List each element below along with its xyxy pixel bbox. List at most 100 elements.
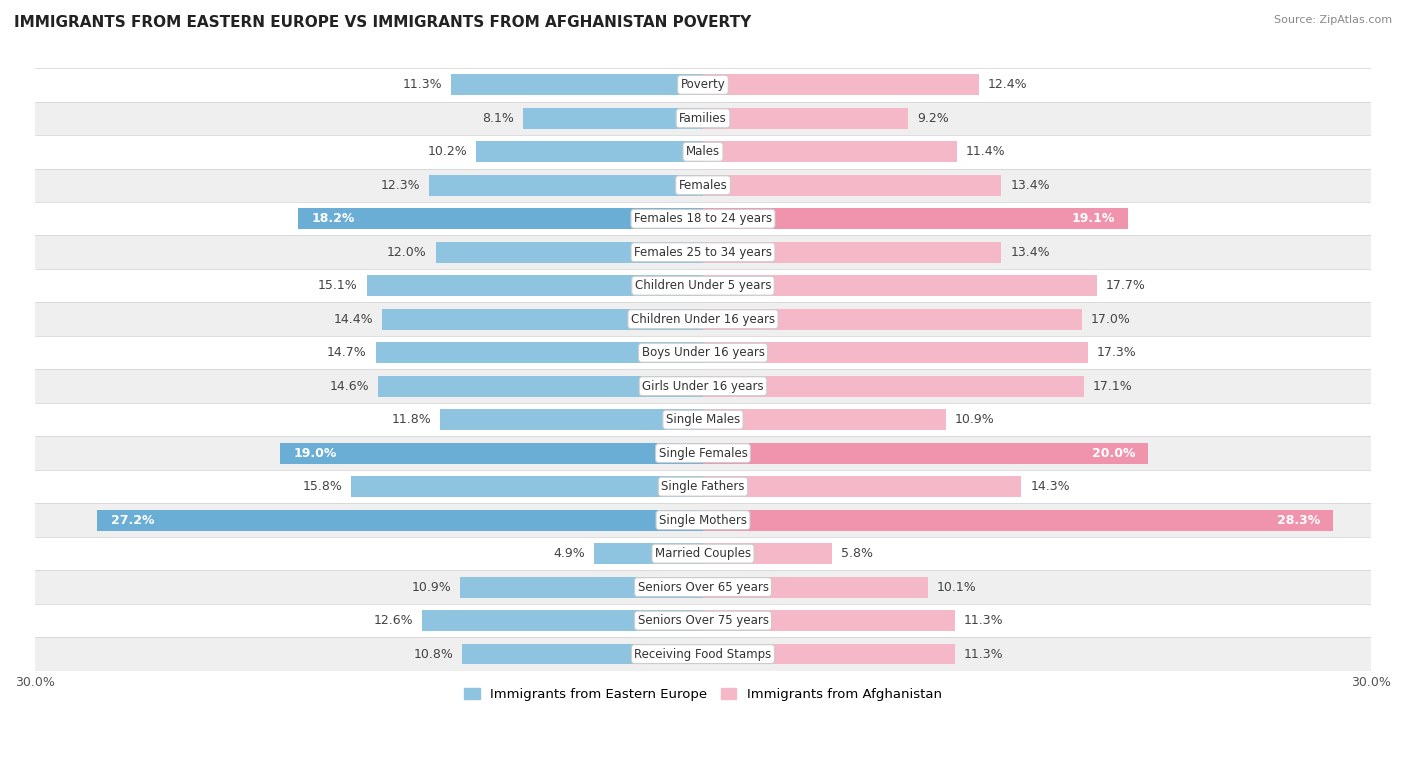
Bar [703, 142, 957, 162]
Bar [35, 168, 1371, 202]
Bar [703, 74, 979, 96]
Bar [703, 208, 1129, 229]
Bar [35, 503, 1371, 537]
Text: Single Females: Single Females [658, 446, 748, 459]
Text: Single Fathers: Single Fathers [661, 480, 745, 493]
Text: 14.3%: 14.3% [1031, 480, 1070, 493]
Bar [35, 102, 1371, 135]
Bar [463, 644, 703, 665]
Text: 17.3%: 17.3% [1097, 346, 1137, 359]
Text: 15.8%: 15.8% [302, 480, 342, 493]
Bar [460, 577, 703, 597]
Bar [703, 376, 1084, 396]
Bar [35, 269, 1371, 302]
Bar [703, 577, 928, 597]
Text: Receiving Food Stamps: Receiving Food Stamps [634, 647, 772, 661]
Text: Females 25 to 34 years: Females 25 to 34 years [634, 246, 772, 258]
Bar [429, 175, 703, 196]
Text: 10.2%: 10.2% [427, 146, 467, 158]
Bar [703, 242, 1001, 262]
Text: 14.6%: 14.6% [329, 380, 368, 393]
Text: 13.4%: 13.4% [1011, 179, 1050, 192]
Bar [703, 610, 955, 631]
Bar [375, 343, 703, 363]
Text: 18.2%: 18.2% [311, 212, 354, 225]
Text: 10.9%: 10.9% [412, 581, 451, 594]
Text: 11.3%: 11.3% [963, 614, 1002, 627]
Bar [35, 202, 1371, 236]
Text: 27.2%: 27.2% [111, 514, 155, 527]
Bar [703, 175, 1001, 196]
Text: 14.4%: 14.4% [333, 313, 374, 326]
Bar [35, 302, 1371, 336]
Text: Children Under 16 years: Children Under 16 years [631, 313, 775, 326]
Text: 11.8%: 11.8% [392, 413, 432, 426]
Bar [436, 242, 703, 262]
Bar [451, 74, 703, 96]
Text: Boys Under 16 years: Boys Under 16 years [641, 346, 765, 359]
Bar [97, 510, 703, 531]
Bar [367, 275, 703, 296]
Text: Males: Males [686, 146, 720, 158]
Text: 10.1%: 10.1% [936, 581, 977, 594]
Text: 10.9%: 10.9% [955, 413, 994, 426]
Text: IMMIGRANTS FROM EASTERN EUROPE VS IMMIGRANTS FROM AFGHANISTAN POVERTY: IMMIGRANTS FROM EASTERN EUROPE VS IMMIGR… [14, 15, 751, 30]
Bar [703, 543, 832, 564]
Text: 12.6%: 12.6% [374, 614, 413, 627]
Bar [35, 336, 1371, 369]
Bar [35, 537, 1371, 570]
Bar [703, 409, 946, 430]
Bar [352, 476, 703, 497]
Text: Families: Families [679, 111, 727, 125]
Text: Single Males: Single Males [666, 413, 740, 426]
Bar [35, 135, 1371, 168]
Text: 12.0%: 12.0% [387, 246, 427, 258]
Text: 17.7%: 17.7% [1107, 279, 1146, 293]
Text: Single Mothers: Single Mothers [659, 514, 747, 527]
Text: 19.1%: 19.1% [1071, 212, 1115, 225]
Bar [703, 275, 1097, 296]
Text: 17.0%: 17.0% [1091, 313, 1130, 326]
Text: 10.8%: 10.8% [413, 647, 454, 661]
Bar [35, 604, 1371, 637]
Bar [35, 68, 1371, 102]
Bar [703, 443, 1149, 464]
Bar [35, 403, 1371, 437]
Text: Girls Under 16 years: Girls Under 16 years [643, 380, 763, 393]
Text: 5.8%: 5.8% [841, 547, 873, 560]
Text: Seniors Over 65 years: Seniors Over 65 years [637, 581, 769, 594]
Text: 12.3%: 12.3% [381, 179, 420, 192]
Bar [703, 343, 1088, 363]
Text: 8.1%: 8.1% [482, 111, 513, 125]
Bar [593, 543, 703, 564]
Bar [703, 309, 1081, 330]
Bar [35, 470, 1371, 503]
Text: 17.1%: 17.1% [1092, 380, 1132, 393]
Bar [35, 637, 1371, 671]
Bar [422, 610, 703, 631]
Text: Married Couples: Married Couples [655, 547, 751, 560]
Bar [703, 476, 1021, 497]
Text: 14.7%: 14.7% [328, 346, 367, 359]
Bar [35, 369, 1371, 403]
Text: Children Under 5 years: Children Under 5 years [634, 279, 772, 293]
Text: Seniors Over 75 years: Seniors Over 75 years [637, 614, 769, 627]
Bar [298, 208, 703, 229]
Text: Females 18 to 24 years: Females 18 to 24 years [634, 212, 772, 225]
Bar [475, 142, 703, 162]
Text: 4.9%: 4.9% [553, 547, 585, 560]
Bar [703, 510, 1333, 531]
Text: 11.3%: 11.3% [404, 78, 443, 91]
Text: 15.1%: 15.1% [318, 279, 359, 293]
Bar [703, 108, 908, 129]
Text: 28.3%: 28.3% [1277, 514, 1320, 527]
Text: 11.3%: 11.3% [963, 647, 1002, 661]
Bar [35, 437, 1371, 470]
Legend: Immigrants from Eastern Europe, Immigrants from Afghanistan: Immigrants from Eastern Europe, Immigran… [458, 683, 948, 706]
Text: 20.0%: 20.0% [1091, 446, 1135, 459]
Bar [382, 309, 703, 330]
Bar [35, 236, 1371, 269]
Bar [35, 570, 1371, 604]
Text: Females: Females [679, 179, 727, 192]
Bar [280, 443, 703, 464]
